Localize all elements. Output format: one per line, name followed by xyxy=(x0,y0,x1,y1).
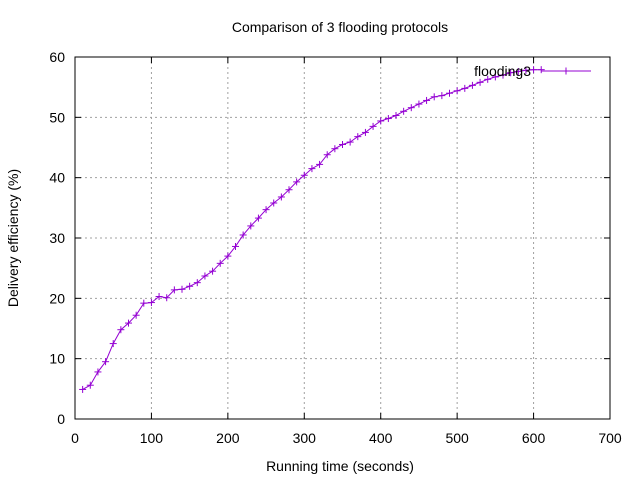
x-axis-label: Running time (seconds) xyxy=(266,458,414,474)
y-axis-ticks: 0 10 20 30 40 50 60 xyxy=(49,49,610,427)
data-point xyxy=(461,84,469,92)
data-point xyxy=(163,294,171,302)
data-point xyxy=(369,122,377,130)
data-point xyxy=(239,231,247,239)
y-tick-label: 0 xyxy=(57,411,65,427)
data-point xyxy=(407,104,415,112)
y-tick-label: 10 xyxy=(49,351,65,367)
data-point xyxy=(132,311,140,319)
series-layer xyxy=(79,66,545,393)
data-point xyxy=(178,285,186,293)
data-point xyxy=(392,112,400,120)
data-point xyxy=(277,193,285,201)
data-point xyxy=(94,368,102,376)
y-tick-label: 20 xyxy=(49,290,65,306)
data-point xyxy=(514,67,522,75)
x-axis-ticks: 0 100 200 300 400 500 600 700 xyxy=(71,57,622,446)
x-tick-label: 0 xyxy=(71,430,79,446)
data-point xyxy=(201,272,209,280)
legend-plus-marker xyxy=(562,67,570,75)
data-point xyxy=(270,199,278,207)
legend-label-flooding3: flooding3 xyxy=(474,63,531,79)
data-point xyxy=(300,171,308,179)
data-point xyxy=(170,286,178,294)
data-point xyxy=(293,178,301,186)
data-point xyxy=(384,115,392,123)
data-point xyxy=(125,319,132,327)
data-point xyxy=(323,151,331,159)
data-point xyxy=(140,299,148,307)
x-tick-label: 600 xyxy=(522,430,546,446)
data-point xyxy=(499,71,507,79)
data-point xyxy=(316,160,324,168)
data-point xyxy=(415,100,423,108)
data-point xyxy=(453,87,461,95)
plot-frame xyxy=(74,56,611,420)
data-point xyxy=(155,293,163,301)
x-tick-label: 300 xyxy=(293,430,317,446)
data-point xyxy=(361,128,369,136)
data-point xyxy=(468,81,476,89)
y-axis-label: Delivery efficiency (%) xyxy=(5,169,21,307)
y-tick-label: 60 xyxy=(49,49,65,65)
data-point xyxy=(491,73,499,81)
x-tick-label: 100 xyxy=(140,430,164,446)
data-point xyxy=(109,340,117,348)
data-point xyxy=(209,267,217,275)
data-point xyxy=(377,117,385,125)
data-point xyxy=(186,282,194,290)
data-point xyxy=(484,75,492,83)
x-tick-label: 500 xyxy=(445,430,469,446)
data-point xyxy=(117,326,125,334)
data-point xyxy=(446,89,453,97)
data-point xyxy=(476,78,484,86)
data-point xyxy=(430,93,438,101)
data-point xyxy=(507,69,515,77)
y-tick-label: 50 xyxy=(49,109,65,125)
x-tick-label: 700 xyxy=(598,430,622,446)
data-point xyxy=(232,242,239,250)
data-point xyxy=(530,66,538,74)
y-tick-label: 30 xyxy=(49,230,65,246)
data-point xyxy=(285,186,293,194)
chart-title: Comparison of 3 flooding protocols xyxy=(232,19,448,35)
data-point xyxy=(308,165,316,173)
data-point xyxy=(262,206,270,214)
data-point xyxy=(331,145,339,153)
data-point xyxy=(438,92,446,100)
x-tick-label: 400 xyxy=(369,430,393,446)
data-point xyxy=(224,252,232,260)
x-tick-label: 200 xyxy=(216,430,240,446)
legend-marker-flooding3 xyxy=(562,67,570,75)
data-point xyxy=(339,140,346,148)
data-point xyxy=(216,259,224,267)
data-point xyxy=(400,107,408,115)
data-point xyxy=(193,279,201,287)
data-point xyxy=(537,66,545,74)
data-point xyxy=(86,381,94,389)
data-point xyxy=(423,96,431,104)
data-point xyxy=(522,66,530,74)
data-point xyxy=(346,138,354,146)
data-point xyxy=(79,385,87,393)
data-point xyxy=(354,133,362,141)
data-point xyxy=(147,299,155,307)
data-point xyxy=(254,214,262,222)
grid-lines xyxy=(75,57,610,419)
data-point xyxy=(247,222,255,230)
legend: flooding3 xyxy=(474,63,591,79)
y-tick-label: 40 xyxy=(49,170,65,186)
data-point xyxy=(102,358,110,366)
